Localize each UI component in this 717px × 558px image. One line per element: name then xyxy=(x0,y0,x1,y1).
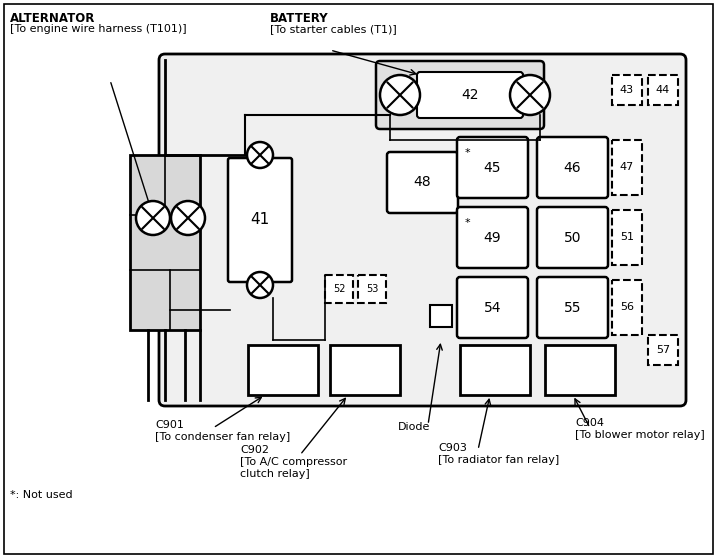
FancyBboxPatch shape xyxy=(457,137,528,198)
Text: 47: 47 xyxy=(620,162,634,172)
Bar xyxy=(612,210,642,265)
Text: 42: 42 xyxy=(461,88,479,102)
FancyBboxPatch shape xyxy=(228,158,292,282)
FancyBboxPatch shape xyxy=(376,61,544,129)
Text: 57: 57 xyxy=(656,345,670,355)
Text: *: * xyxy=(465,148,470,158)
FancyBboxPatch shape xyxy=(387,152,458,213)
Text: C903: C903 xyxy=(438,443,467,453)
Text: 52: 52 xyxy=(333,284,346,294)
FancyBboxPatch shape xyxy=(537,207,608,268)
Text: 51: 51 xyxy=(620,233,634,243)
FancyBboxPatch shape xyxy=(457,277,528,338)
Text: BATTERY: BATTERY xyxy=(270,12,328,25)
Text: C902: C902 xyxy=(240,445,269,455)
FancyBboxPatch shape xyxy=(417,72,523,118)
Text: [To engine wire harness (T101)]: [To engine wire harness (T101)] xyxy=(10,24,186,34)
Bar xyxy=(648,335,678,365)
Text: 46: 46 xyxy=(564,161,581,175)
Bar xyxy=(612,280,642,335)
Text: Diode: Diode xyxy=(398,422,430,432)
Text: 49: 49 xyxy=(484,230,501,244)
Circle shape xyxy=(171,201,205,235)
Bar xyxy=(460,345,530,395)
Text: C904: C904 xyxy=(575,418,604,428)
Bar xyxy=(430,305,452,327)
Text: 43: 43 xyxy=(620,85,634,95)
FancyBboxPatch shape xyxy=(159,54,686,406)
Text: 55: 55 xyxy=(564,301,581,315)
Text: C901: C901 xyxy=(155,420,184,430)
Text: 54: 54 xyxy=(484,301,501,315)
Bar xyxy=(325,275,353,303)
Circle shape xyxy=(510,75,550,115)
Text: 45: 45 xyxy=(484,161,501,175)
Text: ALTERNATOR: ALTERNATOR xyxy=(10,12,95,25)
Text: 50: 50 xyxy=(564,230,581,244)
Text: *: * xyxy=(465,218,470,228)
Bar xyxy=(545,345,615,395)
Bar xyxy=(358,275,386,303)
Circle shape xyxy=(136,201,170,235)
Text: 44: 44 xyxy=(656,85,670,95)
Text: [To blower motor relay]: [To blower motor relay] xyxy=(575,430,705,440)
Circle shape xyxy=(247,142,273,168)
Circle shape xyxy=(247,272,273,298)
Text: 48: 48 xyxy=(414,176,432,190)
Circle shape xyxy=(380,75,420,115)
FancyBboxPatch shape xyxy=(537,277,608,338)
Text: clutch relay]: clutch relay] xyxy=(240,469,310,479)
FancyBboxPatch shape xyxy=(457,207,528,268)
Text: 41: 41 xyxy=(250,213,270,228)
Bar xyxy=(248,345,318,395)
Bar xyxy=(648,75,678,105)
Text: [To starter cables (T1)]: [To starter cables (T1)] xyxy=(270,24,397,34)
Text: *: Not used: *: Not used xyxy=(10,490,72,500)
Text: 53: 53 xyxy=(366,284,378,294)
Text: 56: 56 xyxy=(620,302,634,312)
Text: [To radiator fan relay]: [To radiator fan relay] xyxy=(438,455,559,465)
Bar xyxy=(330,345,400,395)
Text: [To condenser fan relay]: [To condenser fan relay] xyxy=(155,432,290,442)
Bar xyxy=(130,155,200,330)
Bar xyxy=(612,75,642,105)
Bar xyxy=(612,140,642,195)
FancyBboxPatch shape xyxy=(537,137,608,198)
Text: [To A/C compressor: [To A/C compressor xyxy=(240,457,347,467)
